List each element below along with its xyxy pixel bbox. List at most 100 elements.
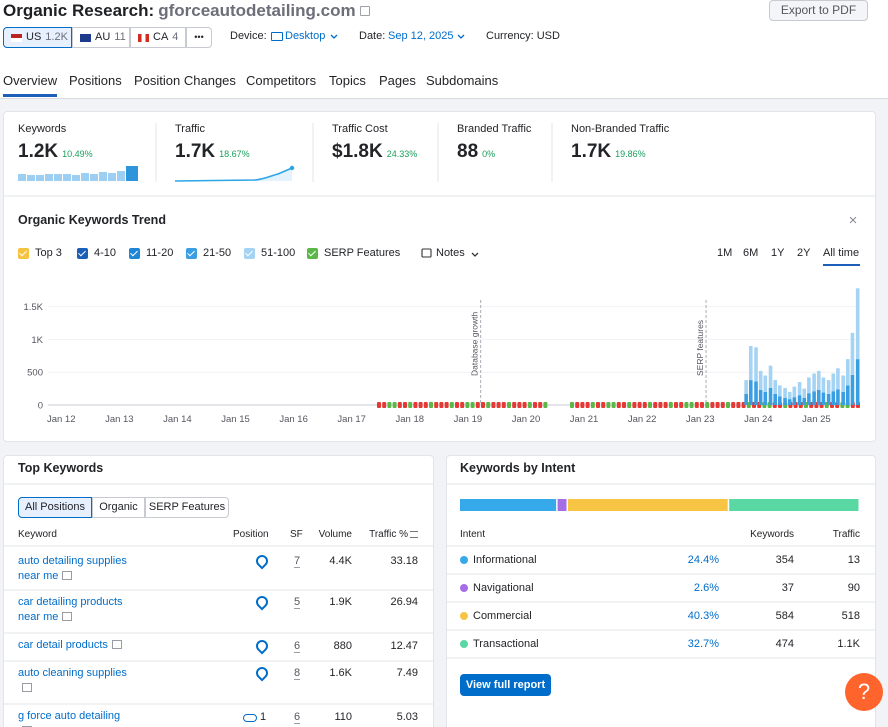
filter-button[interactable]: SERP Features (145, 497, 229, 518)
column-header: Position (233, 529, 269, 540)
keyword[interactable]: g force auto detailing (18, 709, 130, 727)
database-count: 11 (114, 31, 126, 43)
column-header: Traffic (832, 529, 860, 540)
keyword[interactable]: car detail products (18, 638, 130, 653)
metric-value: 1.7K (175, 141, 216, 162)
check-mark (78, 248, 86, 256)
tab[interactable]: Positions (69, 73, 122, 88)
volume: 1.9K (329, 596, 352, 608)
range-button[interactable]: 1M (717, 247, 733, 259)
intent-dot (460, 640, 468, 648)
range-button[interactable]: 2Y (797, 247, 811, 259)
check-mark (187, 248, 195, 256)
metric-label: Traffic (175, 123, 205, 135)
intent-share[interactable]: 24.4% (687, 554, 719, 566)
filter-button[interactable]: All Positions (18, 497, 92, 518)
legend-item[interactable]: Top 3 (18, 247, 62, 259)
sort-icon (410, 531, 418, 538)
notes[interactable]: Notes (436, 247, 465, 259)
traffic-share: 7.49 (396, 667, 418, 679)
metric-row: $1.8K 24.33% (332, 141, 417, 163)
metric-value: 1.7K (571, 141, 612, 162)
currency: Currency: USD (486, 30, 560, 42)
metric-value: 1.2K (18, 141, 59, 162)
tab[interactable]: Subdomains (426, 73, 499, 88)
date[interactable]: Sep 12, 2025 (388, 30, 454, 42)
filter-button[interactable]: Organic (92, 497, 145, 518)
volume: 110 (334, 711, 352, 723)
sf-count[interactable]: 5 (294, 596, 301, 609)
metric-value: 88 (457, 141, 479, 162)
domain: gforceautodetailing.com (158, 1, 356, 20)
intent-traffic: 518 (841, 610, 860, 622)
tab[interactable]: Competitors (246, 73, 317, 88)
database-button[interactable]: US 1.2K (3, 27, 72, 48)
help-button[interactable]: ? (845, 673, 883, 711)
export-label: Export to PDF (780, 3, 857, 17)
metric-label: Non-Branded Traffic (571, 123, 670, 135)
legend-item[interactable]: 11-20 (129, 247, 173, 259)
range-button[interactable]: 6M (743, 247, 759, 259)
metric-row: 88 0% (457, 141, 495, 163)
card-title: Keywords by Intent (460, 461, 576, 475)
date-label: Date: (359, 30, 386, 42)
intent-share[interactable]: 40.3% (687, 610, 719, 622)
metric-label: Traffic Cost (332, 123, 388, 135)
legend-checkbox (18, 247, 29, 259)
export-button[interactable]: Export to PDF (769, 0, 868, 21)
column-header: Intent (460, 529, 486, 540)
serp-snapshot-icon (62, 612, 73, 621)
legend-checkbox (77, 247, 88, 259)
legend-label: 11-20 (146, 247, 174, 259)
keyword[interactable]: auto detailing supplies near me (18, 555, 127, 582)
column-header: SF (290, 529, 303, 540)
intent-share[interactable]: 2.6% (693, 582, 719, 594)
metric-row: 1.7K 18.67% (175, 141, 250, 163)
column-header: Traffic % (369, 529, 408, 540)
legend-label: Top 3 (35, 247, 62, 259)
keyword[interactable]: car detailing products near me (18, 596, 123, 623)
legend-item[interactable]: 4-10 (77, 247, 116, 259)
tab[interactable]: Topics (329, 73, 366, 88)
intent-share[interactable]: 32.7% (687, 638, 719, 650)
title-row: Organic Research: gforceautodetailing.com (3, 0, 370, 22)
range-button[interactable]: 1Y (771, 247, 785, 259)
sf-count[interactable]: 6 (294, 640, 301, 653)
legend-item[interactable]: SERP Features (307, 247, 400, 259)
device-icon (271, 32, 283, 41)
traffic-share: 5.03 (396, 711, 418, 723)
intent-name: Navigational (473, 582, 534, 594)
flag (11, 33, 22, 42)
sf-count[interactable]: 8 (294, 667, 301, 680)
tab-underline (3, 94, 57, 97)
intent-dot (460, 584, 468, 592)
database-button[interactable]: CA 4 (130, 27, 186, 48)
keyword[interactable]: auto cleaning supplies (18, 666, 130, 696)
tab[interactable]: Position Changes (134, 73, 236, 88)
card-title: Top Keywords (18, 461, 104, 475)
check-mark (130, 248, 138, 256)
sf-count[interactable]: 7 (294, 555, 301, 568)
tab[interactable]: Overview (3, 73, 58, 88)
serp-snapshot-icon (111, 640, 122, 649)
range-button[interactable]: All time (823, 247, 860, 259)
database-count: 4 (172, 31, 179, 43)
tab[interactable]: Pages (379, 73, 416, 88)
more-button[interactable]: ••• (186, 27, 212, 48)
legend-item[interactable]: 21-50 (186, 247, 231, 259)
column-header: Volume (318, 529, 352, 540)
database-code: CA (153, 31, 169, 43)
sf-count[interactable]: 6 (294, 711, 301, 724)
device-label: Device: (230, 30, 267, 42)
database-button[interactable]: AU 11 (72, 27, 130, 48)
legend-item[interactable]: 51-100 (244, 247, 295, 259)
intent-keywords: 354 (775, 554, 794, 566)
legend-label: SERP Features (324, 247, 401, 259)
metric-change: 10.49% (62, 149, 93, 159)
device[interactable]: Desktop (285, 30, 326, 42)
view-report-button[interactable]: View full report (460, 674, 551, 696)
serp-snapshot-icon (22, 683, 32, 692)
metric-row: 1.2K 10.49% (18, 141, 93, 163)
intent-traffic: 90 (847, 582, 860, 594)
legend-checkbox (307, 247, 318, 259)
